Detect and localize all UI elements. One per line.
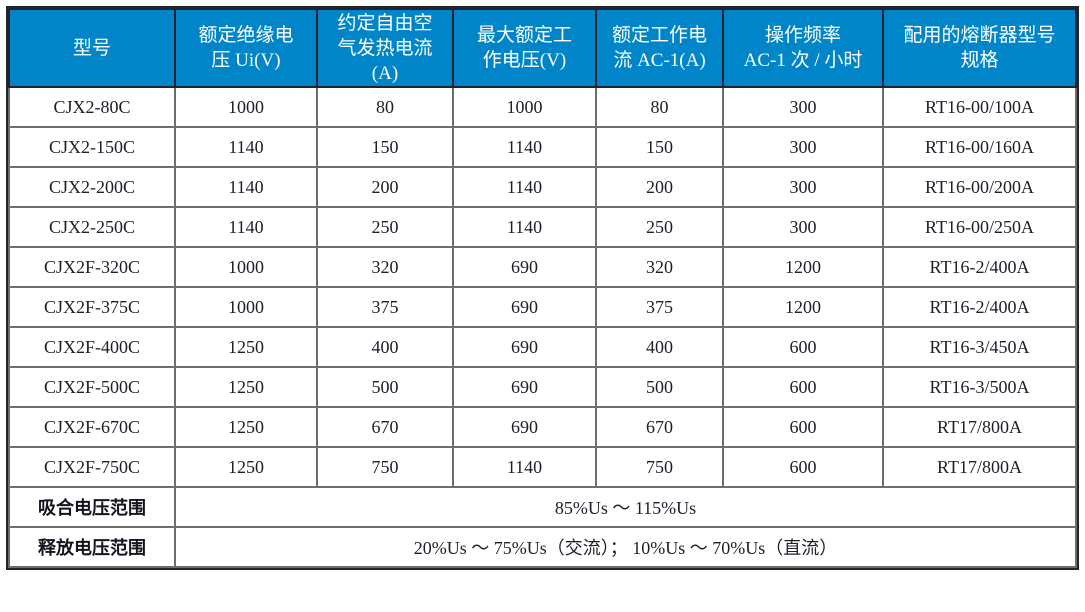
footer-label-cell: 吸合电压范围 [8, 486, 176, 528]
value-cell: 690 [452, 246, 597, 288]
fuse-cell: RT16-2/400A [882, 286, 1077, 328]
value-cell: 320 [316, 246, 454, 288]
value-cell: 300 [722, 206, 884, 248]
value-cell: 250 [316, 206, 454, 248]
fuse-cell: RT16-00/160A [882, 126, 1077, 168]
value-cell: 400 [595, 326, 724, 368]
value-cell: 1140 [174, 166, 318, 208]
value-cell: 1140 [452, 446, 597, 488]
value-cell: 1250 [174, 366, 318, 408]
col-header-matching-fuse-model: 配用的熔断器型号 规格 [882, 8, 1077, 88]
value-cell: 375 [595, 286, 724, 328]
value-cell: 320 [595, 246, 724, 288]
footer-row-pickup-voltage: 吸合电压范围 85%Us ～ 115%Us [8, 486, 1077, 528]
fuse-cell: RT16-00/250A [882, 206, 1077, 248]
model-cell: CJX2-150C [8, 126, 176, 168]
col-header-conventional-free-air-thermal-current: 约定自由空 气发热电流 (A) [316, 8, 454, 88]
model-cell: CJX2F-320C [8, 246, 176, 288]
footer-value-cell: 20%Us ～ 75%Us（交流）； 10%Us ～ 70%Us（直流） [174, 526, 1077, 568]
value-cell: 1250 [174, 406, 318, 448]
value-cell: 200 [595, 166, 724, 208]
table-row: CJX2-80C 1000 80 1000 80 300 RT16-00/100… [8, 86, 1077, 128]
model-cell: CJX2F-750C [8, 446, 176, 488]
value-cell: 670 [595, 406, 724, 448]
value-cell: 250 [595, 206, 724, 248]
table-row: CJX2F-320C 1000 320 690 320 1200 RT16-2/… [8, 246, 1077, 288]
value-cell: 300 [722, 166, 884, 208]
fuse-cell: RT16-00/200A [882, 166, 1077, 208]
fuse-cell: RT16-3/500A [882, 366, 1077, 408]
table-row: CJX2F-500C 1250 500 690 500 600 RT16-3/5… [8, 366, 1077, 408]
col-header-model: 型号 [8, 8, 176, 88]
col-header-rated-working-current-ac1: 额定工作电流 AC-1(A) [595, 8, 724, 88]
value-cell: 750 [316, 446, 454, 488]
value-cell: 375 [316, 286, 454, 328]
value-cell: 1140 [174, 206, 318, 248]
model-cell: CJX2-200C [8, 166, 176, 208]
table-row: CJX2F-400C 1250 400 690 400 600 RT16-3/4… [8, 326, 1077, 368]
value-cell: 600 [722, 326, 884, 368]
model-cell: CJX2F-375C [8, 286, 176, 328]
value-cell: 600 [722, 446, 884, 488]
col-header-operating-frequency: 操作频率 AC-1 次 / 小时 [722, 8, 884, 88]
table-row: CJX2-150C 1140 150 1140 150 300 RT16-00/… [8, 126, 1077, 168]
value-cell: 500 [316, 366, 454, 408]
value-cell: 1140 [452, 166, 597, 208]
value-cell: 150 [316, 126, 454, 168]
value-cell: 80 [595, 86, 724, 128]
table-row: CJX2-200C 1140 200 1140 200 300 RT16-00/… [8, 166, 1077, 208]
value-cell: 750 [595, 446, 724, 488]
fuse-cell: RT17/800A [882, 446, 1077, 488]
header-row: 型号 额定绝缘电压 Ui(V) 约定自由空 气发热电流 (A) 最大额定工 作电压(V… [8, 8, 1077, 88]
fuse-cell: RT16-3/450A [882, 326, 1077, 368]
value-cell: 1000 [174, 86, 318, 128]
value-cell: 300 [722, 86, 884, 128]
value-cell: 300 [722, 126, 884, 168]
value-cell: 690 [452, 286, 597, 328]
value-cell: 600 [722, 366, 884, 408]
value-cell: 1140 [174, 126, 318, 168]
value-cell: 690 [452, 406, 597, 448]
table-row: CJX2F-750C 1250 750 1140 750 600 RT17/80… [8, 446, 1077, 488]
table-row: CJX2F-375C 1000 375 690 375 1200 RT16-2/… [8, 286, 1077, 328]
value-cell: 1000 [174, 286, 318, 328]
value-cell: 200 [316, 166, 454, 208]
value-cell: 1140 [452, 126, 597, 168]
table-row: CJX2F-670C 1250 670 690 670 600 RT17/800… [8, 406, 1077, 448]
contactor-spec-table: 型号 额定绝缘电压 Ui(V) 约定自由空 气发热电流 (A) 最大额定工 作电压(V… [8, 8, 1077, 568]
value-cell: 1250 [174, 326, 318, 368]
footer-label-cell: 释放电压范围 [8, 526, 176, 568]
value-cell: 500 [595, 366, 724, 408]
col-header-max-rated-working-voltage: 最大额定工 作电压(V) [452, 8, 597, 88]
value-cell: 600 [722, 406, 884, 448]
fuse-cell: RT16-2/400A [882, 246, 1077, 288]
model-cell: CJX2-80C [8, 86, 176, 128]
model-cell: CJX2F-500C [8, 366, 176, 408]
footer-value-cell: 85%Us ～ 115%Us [174, 486, 1077, 528]
model-cell: CJX2F-670C [8, 406, 176, 448]
value-cell: 1200 [722, 246, 884, 288]
value-cell: 1140 [452, 206, 597, 248]
value-cell: 690 [452, 326, 597, 368]
footer-row-release-voltage: 释放电压范围 20%Us ～ 75%Us（交流）； 10%Us ～ 70%Us（… [8, 526, 1077, 568]
value-cell: 1250 [174, 446, 318, 488]
value-cell: 1200 [722, 286, 884, 328]
table-row: CJX2-250C 1140 250 1140 250 300 RT16-00/… [8, 206, 1077, 248]
value-cell: 1000 [452, 86, 597, 128]
col-header-rated-insulation-voltage: 额定绝缘电压 Ui(V) [174, 8, 318, 88]
value-cell: 690 [452, 366, 597, 408]
model-cell: CJX2-250C [8, 206, 176, 248]
value-cell: 400 [316, 326, 454, 368]
fuse-cell: RT17/800A [882, 406, 1077, 448]
spec-table-container: 型号 额定绝缘电压 Ui(V) 约定自由空 气发热电流 (A) 最大额定工 作电压(V… [6, 6, 1079, 570]
value-cell: 150 [595, 126, 724, 168]
model-cell: CJX2F-400C [8, 326, 176, 368]
value-cell: 670 [316, 406, 454, 448]
value-cell: 80 [316, 86, 454, 128]
value-cell: 1000 [174, 246, 318, 288]
fuse-cell: RT16-00/100A [882, 86, 1077, 128]
